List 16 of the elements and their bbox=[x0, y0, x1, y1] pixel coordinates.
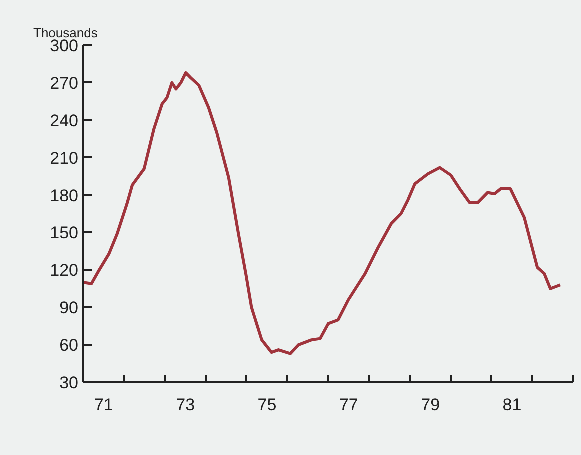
x-tick-label: 71 bbox=[94, 396, 114, 414]
x-tick-label: 81 bbox=[502, 396, 522, 414]
y-tick-label: 120 bbox=[50, 261, 79, 280]
line-series bbox=[84, 71, 562, 356]
x-tick-label: 73 bbox=[176, 396, 196, 414]
x-tick-label: 75 bbox=[258, 396, 277, 414]
y-tick-label: 180 bbox=[50, 186, 79, 206]
y-tick-label: 90 bbox=[60, 298, 79, 318]
x-tick-label: 79 bbox=[421, 396, 440, 414]
y-tick-label: 150 bbox=[50, 224, 79, 243]
y-tick-label: 60 bbox=[60, 336, 79, 356]
y-tick-label: 30 bbox=[60, 374, 79, 392]
y-tick-label: 240 bbox=[50, 111, 79, 130]
y-tick-label: 270 bbox=[50, 74, 79, 93]
y-tick-label: 210 bbox=[50, 148, 79, 168]
x-tick-label: 77 bbox=[339, 396, 358, 414]
